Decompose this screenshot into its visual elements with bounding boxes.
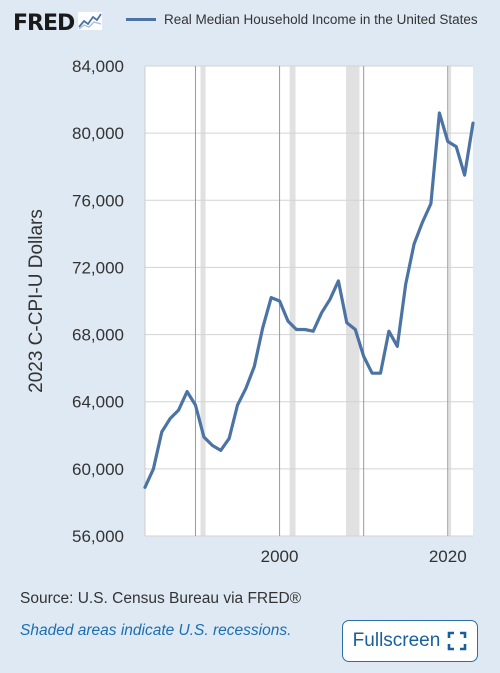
data-point <box>412 242 416 246</box>
x-tick-label: 2020 <box>429 547 467 566</box>
y-tick-label: 80,000 <box>72 124 124 143</box>
y-tick-label: 76,000 <box>72 191 124 210</box>
data-point <box>202 435 206 439</box>
recession-note-link[interactable]: Shaded areas indicate U.S. recessions. <box>20 622 292 639</box>
data-point <box>353 328 357 332</box>
legend-swatch <box>126 18 156 21</box>
series-layer <box>143 111 475 489</box>
x-axis-ticks: 2000 2020 <box>261 547 467 566</box>
line-chart: 56,000 60,000 64,000 68,000 72,000 76,000 80,0… <box>26 57 475 566</box>
data-point <box>395 344 399 348</box>
data-point <box>421 220 425 224</box>
data-point <box>160 430 164 434</box>
data-point <box>370 371 374 375</box>
data-point <box>311 329 315 333</box>
data-point <box>193 403 197 407</box>
y-tick-label: 56,000 <box>72 527 124 546</box>
grid-lines <box>144 65 473 537</box>
data-point <box>328 297 332 301</box>
data-point <box>185 390 189 394</box>
data-point <box>244 386 248 390</box>
fred-logo[interactable]: FRED <box>13 11 103 36</box>
recession-shading <box>200 66 452 536</box>
data-point <box>345 321 349 325</box>
plot-area <box>145 66 473 536</box>
data-point <box>261 326 265 330</box>
data-point <box>336 279 340 283</box>
fred-logo-text: FRED <box>13 11 75 36</box>
y-axis-label: 2023 C-CPI-U Dollars <box>26 209 47 393</box>
chart-header: FRED Real Median Household Income in the… <box>0 0 500 50</box>
data-point <box>454 145 458 149</box>
series-line-0 <box>143 111 475 489</box>
data-point <box>463 173 467 177</box>
chart-legend: Real Median Household Income in the Unit… <box>126 12 478 27</box>
recession-band-0 <box>200 66 206 536</box>
data-point <box>227 437 231 441</box>
recession-band-3 <box>448 66 452 536</box>
y-tick-label: 64,000 <box>72 393 124 412</box>
y-tick-label: 60,000 <box>72 460 124 479</box>
data-point <box>236 403 240 407</box>
line-graph-icon <box>78 12 103 35</box>
y-tick-label: 84,000 <box>72 57 124 76</box>
data-point <box>362 354 366 358</box>
data-point <box>387 329 391 333</box>
source-text: Source: U.S. Census Bureau via FRED® <box>20 590 302 607</box>
y-axis-ticks: 56,000 60,000 64,000 68,000 72,000 76,000 80,0… <box>72 57 124 546</box>
recession-band-1 <box>289 66 296 536</box>
data-point <box>210 443 214 447</box>
data-point <box>446 140 450 144</box>
data-point <box>294 328 298 332</box>
data-point <box>168 417 172 421</box>
data-point <box>278 299 282 303</box>
data-point <box>320 311 324 315</box>
fullscreen-button[interactable]: Fullscreen <box>342 620 478 662</box>
x-tick-label: 2000 <box>261 547 299 566</box>
data-point <box>151 467 155 471</box>
y-tick-label: 72,000 <box>72 258 124 277</box>
data-point <box>404 282 408 286</box>
data-point <box>252 364 256 368</box>
data-point <box>471 121 475 125</box>
data-point <box>269 296 273 300</box>
fullscreen-icon <box>447 631 467 651</box>
data-point <box>303 328 307 332</box>
data-point <box>177 408 181 412</box>
legend-label: Real Median Household Income in the Unit… <box>164 12 478 27</box>
data-point <box>429 202 433 206</box>
y-tick-label: 68,000 <box>72 326 124 345</box>
fullscreen-label: Fullscreen <box>352 630 441 651</box>
data-point <box>437 111 441 115</box>
recession-band-2 <box>346 66 360 536</box>
data-point <box>286 319 290 323</box>
data-point <box>219 448 223 452</box>
data-point <box>143 485 147 489</box>
data-point <box>378 371 382 375</box>
